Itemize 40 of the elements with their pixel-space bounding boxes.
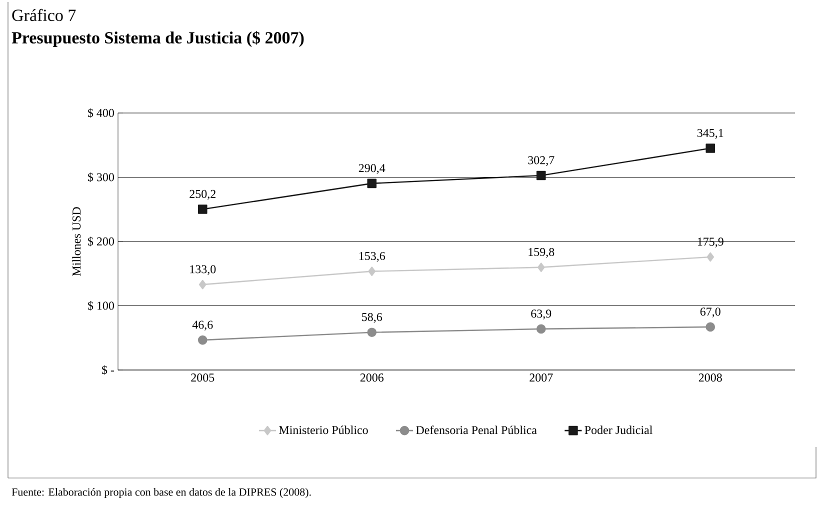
y-tick-label: $ 200 [88, 236, 114, 246]
data-label: 153,6 [359, 252, 386, 262]
source-note: Fuente: Elaboración propia con base en datos de la DIPRES (2008). [12, 488, 311, 498]
point [536, 324, 546, 334]
legend-label: Ministerio Público [279, 426, 368, 434]
y-tick-label: $ - [102, 365, 114, 375]
y-tick-label: $ 100 [88, 300, 114, 311]
data-label: 302,7 [528, 156, 554, 166]
data-label: 63,9 [531, 310, 552, 320]
point [198, 280, 206, 290]
y-tick-label: $ 300 [88, 172, 114, 182]
point [367, 328, 377, 337]
chart-subtitle: Presupuesto Sistema de Justicia ($ 2007) [12, 31, 304, 47]
point [198, 204, 208, 214]
y-tick-label: $ 400 [88, 108, 114, 118]
data-label: 175,9 [698, 238, 724, 248]
x-tick-label: 2005 [191, 374, 214, 382]
point [537, 262, 545, 272]
x-tick-label: 2007 [530, 374, 553, 382]
data-label: 250,2 [190, 190, 216, 200]
x-tick-label: 2006 [360, 374, 384, 382]
point [368, 266, 376, 276]
data-label: 58,6 [362, 312, 382, 323]
data-label: 67,0 [700, 308, 720, 318]
data-label: 159,8 [528, 248, 554, 258]
x-tick-label: 2008 [698, 374, 722, 382]
point [706, 144, 716, 153]
point [367, 178, 377, 188]
point [198, 335, 208, 345]
data-label: 133,0 [190, 265, 216, 276]
legend-label: Defensoria Penal Pública [416, 426, 537, 434]
chart-title: Gráfico 7 [12, 8, 76, 22]
y-axis-title: Millones USD [72, 207, 81, 276]
data-label: 46,6 [192, 320, 213, 331]
point [706, 252, 714, 262]
point [536, 170, 546, 180]
data-label: 345,1 [697, 128, 724, 139]
point [706, 322, 716, 332]
legend-label: Poder Judicial [584, 426, 652, 434]
data-label: 290,4 [358, 164, 386, 174]
